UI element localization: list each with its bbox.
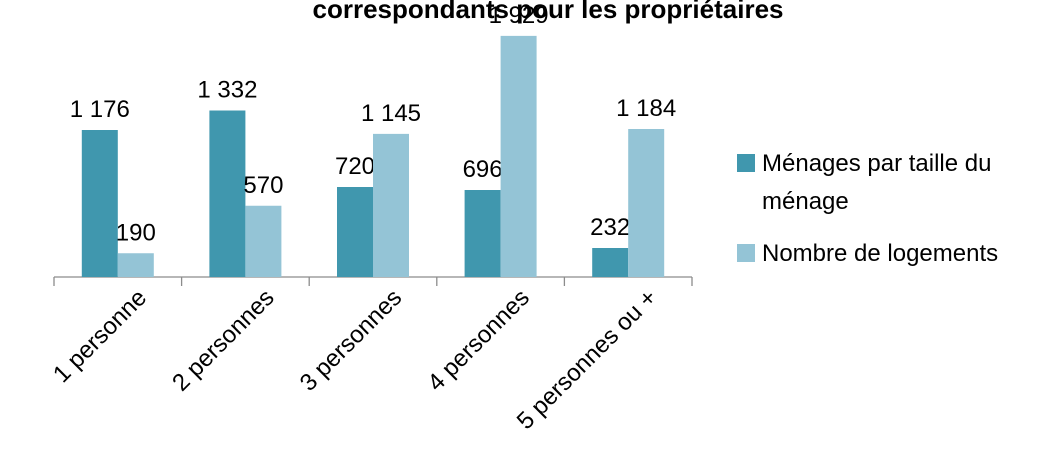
data-label: 1 332 bbox=[197, 77, 257, 104]
bar-logements bbox=[245, 205, 282, 277]
x-tick-label: 1 personne bbox=[48, 284, 152, 388]
data-label: 720 bbox=[335, 153, 375, 180]
bar-menages bbox=[209, 110, 246, 277]
bar-logements bbox=[628, 129, 665, 277]
bar-logements bbox=[500, 35, 537, 277]
data-label: 1 145 bbox=[361, 100, 421, 127]
plot-area: 1 176 1 332 720 696 232 190 570 1 145 1 929 1 184… bbox=[48, 2, 693, 435]
data-label: 232 bbox=[590, 214, 630, 241]
bar-menages bbox=[81, 130, 118, 277]
chart-title: correspondants pour les propriétaires bbox=[312, 0, 783, 24]
legend: Ménages par taille du ménage Nombre de log… bbox=[737, 150, 998, 267]
data-label: 570 bbox=[243, 172, 283, 199]
data-label: 1 176 bbox=[70, 96, 130, 123]
data-label: 1 929 bbox=[489, 2, 549, 29]
x-tick-label: 4 personnes bbox=[422, 284, 534, 396]
bar-menages bbox=[337, 187, 373, 277]
legend-label: Nombre de logements bbox=[762, 240, 998, 267]
x-tick-label: 5 personnes ou + bbox=[512, 284, 663, 435]
data-label: 696 bbox=[463, 156, 503, 183]
data-label: 1 184 bbox=[616, 95, 676, 122]
legend-swatch-menages bbox=[737, 154, 755, 172]
bar-logements bbox=[117, 253, 154, 277]
legend-swatch-logements bbox=[737, 244, 755, 262]
bar-logements bbox=[373, 133, 409, 277]
legend-label: Ménages par taille du bbox=[762, 150, 991, 177]
legend-label: ménage bbox=[762, 188, 849, 215]
x-tick-label: 3 personnes bbox=[295, 284, 407, 396]
x-tick-label: 2 personnes bbox=[167, 284, 279, 396]
bar-menages bbox=[464, 190, 501, 277]
data-label: 190 bbox=[116, 219, 156, 246]
bar-menages bbox=[592, 248, 629, 277]
